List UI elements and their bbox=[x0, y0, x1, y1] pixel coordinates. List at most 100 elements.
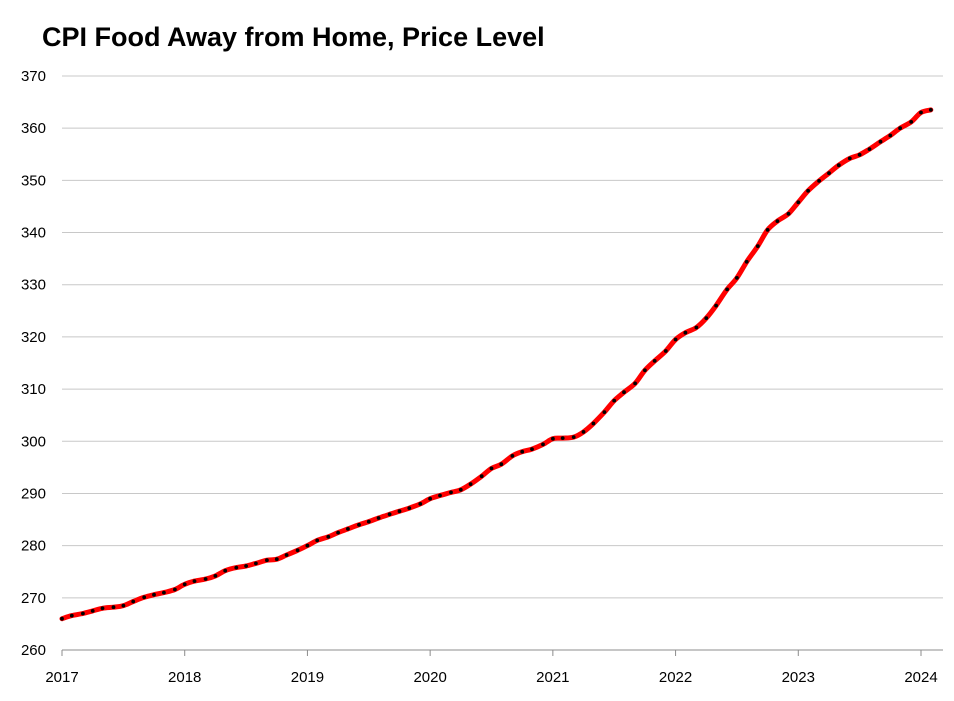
data-point-11 bbox=[173, 587, 177, 592]
x-tick-label-2024: 2024 bbox=[904, 669, 937, 686]
data-point-58 bbox=[652, 359, 657, 363]
data-point-5 bbox=[111, 605, 116, 610]
y-tick-label-320: 320 bbox=[21, 329, 46, 346]
data-point-34 bbox=[407, 506, 412, 510]
data-point-45 bbox=[520, 449, 525, 454]
data-point-15 bbox=[213, 574, 218, 578]
data-point-83 bbox=[909, 120, 914, 124]
data-point-21 bbox=[274, 557, 279, 562]
data-point-27 bbox=[336, 530, 340, 535]
data-point-36 bbox=[428, 496, 432, 501]
data-point-13 bbox=[192, 579, 197, 583]
y-tick-label-310: 310 bbox=[21, 381, 46, 398]
data-point-46 bbox=[530, 447, 534, 451]
data-point-59 bbox=[663, 349, 668, 353]
data-point-74 bbox=[817, 179, 821, 183]
data-point-23 bbox=[295, 548, 300, 553]
data-point-29 bbox=[357, 522, 361, 527]
data-point-49 bbox=[560, 436, 565, 440]
data-point-80 bbox=[878, 139, 883, 144]
y-tick-label-350: 350 bbox=[21, 172, 46, 189]
data-point-24 bbox=[305, 543, 310, 548]
data-point-32 bbox=[387, 512, 392, 517]
data-point-72 bbox=[796, 200, 801, 205]
x-tick-label-2022: 2022 bbox=[659, 669, 692, 686]
data-point-12 bbox=[182, 582, 187, 587]
data-point-66 bbox=[735, 276, 739, 280]
data-point-60 bbox=[673, 337, 678, 342]
data-point-0 bbox=[60, 616, 64, 621]
x-tick-label-2020: 2020 bbox=[413, 669, 446, 686]
x-tick-label-2019: 2019 bbox=[291, 669, 324, 686]
data-point-64 bbox=[714, 303, 718, 308]
data-point-70 bbox=[775, 219, 780, 224]
data-point-68 bbox=[755, 244, 760, 249]
data-point-48 bbox=[551, 436, 555, 441]
data-point-25 bbox=[315, 538, 320, 543]
x-tick-label-2021: 2021 bbox=[536, 669, 569, 686]
data-point-69 bbox=[765, 228, 770, 232]
data-point-62 bbox=[694, 325, 699, 330]
data-point-19 bbox=[254, 561, 258, 566]
data-point-79 bbox=[867, 147, 872, 152]
data-point-52 bbox=[591, 421, 596, 426]
data-point-82 bbox=[898, 126, 902, 131]
series-layer bbox=[59, 107, 934, 622]
data-point-7 bbox=[131, 599, 136, 604]
data-point-38 bbox=[449, 490, 453, 495]
data-point-53 bbox=[602, 410, 607, 414]
data-point-47 bbox=[541, 442, 545, 447]
data-point-71 bbox=[786, 211, 791, 216]
x-tick-label-2018: 2018 bbox=[168, 669, 201, 686]
y-tick-label-370: 370 bbox=[21, 68, 46, 85]
y-tick-label-300: 300 bbox=[21, 433, 46, 450]
data-point-61 bbox=[683, 330, 688, 335]
y-tick-label-330: 330 bbox=[21, 277, 46, 294]
data-point-50 bbox=[571, 435, 576, 439]
data-point-18 bbox=[244, 564, 249, 568]
series-line bbox=[59, 107, 934, 622]
y-tick-label-360: 360 bbox=[21, 120, 46, 137]
data-point-10 bbox=[162, 590, 166, 595]
y-tick-label-280: 280 bbox=[21, 538, 46, 555]
data-point-63 bbox=[704, 316, 709, 320]
data-point-77 bbox=[847, 156, 852, 161]
y-tick-label-270: 270 bbox=[21, 590, 46, 607]
data-point-54 bbox=[612, 398, 617, 403]
data-point-55 bbox=[622, 390, 626, 395]
data-point-6 bbox=[121, 603, 126, 608]
data-point-76 bbox=[836, 163, 841, 168]
data-point-8 bbox=[142, 595, 147, 600]
data-point-1 bbox=[69, 613, 74, 618]
data-point-44 bbox=[510, 454, 515, 458]
data-point-22 bbox=[284, 553, 289, 557]
data-point-42 bbox=[489, 466, 494, 471]
data-point-35 bbox=[418, 502, 423, 506]
data-point-26 bbox=[326, 534, 331, 539]
chart-title: CPI Food Away from Home, Price Level bbox=[42, 22, 545, 52]
x-tick-label-2017: 2017 bbox=[45, 669, 78, 686]
data-point-17 bbox=[234, 565, 239, 570]
data-point-75 bbox=[827, 171, 831, 176]
data-point-78 bbox=[857, 152, 862, 157]
data-point-43 bbox=[499, 462, 504, 467]
data-point-30 bbox=[366, 519, 371, 524]
x-tick-label-2023: 2023 bbox=[782, 669, 815, 686]
x-axis bbox=[61, 649, 943, 656]
data-point-67 bbox=[744, 259, 749, 264]
data-point-39 bbox=[458, 487, 463, 492]
data-point-3 bbox=[90, 609, 95, 613]
y-tick-label-260: 260 bbox=[21, 642, 46, 659]
data-point-84 bbox=[919, 110, 923, 115]
data-point-37 bbox=[438, 493, 442, 498]
data-point-9 bbox=[152, 592, 156, 597]
data-point-57 bbox=[643, 368, 647, 373]
y-tick-label-340: 340 bbox=[21, 225, 46, 242]
data-point-56 bbox=[633, 381, 637, 386]
data-point-65 bbox=[725, 287, 729, 292]
data-point-16 bbox=[223, 568, 228, 573]
data-point-73 bbox=[806, 188, 810, 193]
data-point-2 bbox=[81, 611, 85, 616]
gridlines bbox=[62, 75, 943, 599]
data-point-14 bbox=[203, 577, 208, 581]
